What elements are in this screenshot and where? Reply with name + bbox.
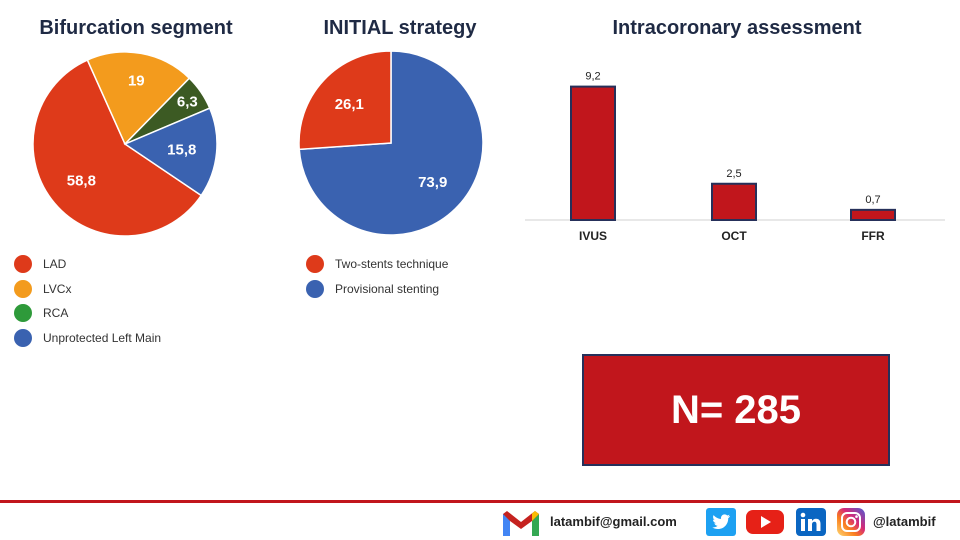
pie-data-label-lvcx: 19: [128, 73, 145, 90]
sample-size-box: N= 285: [582, 354, 890, 466]
bar-ffr: [850, 208, 896, 222]
bar-ivus: [570, 85, 616, 221]
legend-item-rca: RCA: [14, 301, 161, 326]
pie-data-label-lad: 58,8: [67, 173, 96, 190]
legend-item-two-stents-technique: Two-stents technique: [306, 252, 448, 277]
chart-title-bifurcation: Bifurcation segment: [39, 17, 233, 39]
pie-slice-unprotected-left-main: [123, 107, 218, 197]
footer-divider: [0, 500, 960, 503]
legend-label: Two-stents technique: [335, 257, 449, 272]
linkedin-icon[interactable]: [796, 508, 826, 536]
legend-item-provisional-stenting: Provisional stenting: [306, 277, 448, 302]
footer-email[interactable]: latambif@gmail.com: [550, 514, 677, 529]
intracoronary-bar-chart: 9,2 IVUS 2,5 OCT 0,7 FFR: [525, 71, 945, 243]
pie-data-label-two-stents-technique: 26,1: [335, 96, 364, 113]
legend-swatch: [306, 279, 324, 298]
legend-item-lvcx: LVCx: [14, 277, 161, 302]
bifurcation-legend: LAD LVCx RCA Unprotected Left Main: [14, 252, 161, 350]
legend-item-unprotected-left-main: Unprotected Left Main: [14, 326, 161, 351]
legend-label: RCA: [43, 306, 69, 321]
legend-item-lad: LAD: [14, 252, 161, 277]
bar-value-label-ivus: 9,2: [585, 71, 600, 83]
instagram-icon[interactable]: [836, 508, 866, 536]
chart-title-intracoronary: Intracoronary assessment: [612, 17, 862, 39]
legend-label: Unprotected Left Main: [43, 330, 162, 345]
pie-slice-lvcx: [86, 51, 191, 146]
strategy-pie-chart: 73,9 26,1: [298, 50, 484, 236]
youtube-icon[interactable]: [745, 508, 785, 536]
pie-data-label-provisional-stenting: 73,9: [418, 174, 447, 191]
bar-oct: [711, 182, 757, 221]
legend-swatch: [14, 255, 32, 274]
x-tick-label-ffr: FFR: [861, 229, 885, 243]
chart-title-strategy: INITIAL strategy: [323, 17, 477, 39]
pie-slice-lad: [32, 59, 203, 237]
twitter-icon[interactable]: [706, 508, 736, 536]
legend-swatch: [14, 328, 32, 347]
gmail-icon[interactable]: [501, 508, 541, 538]
legend-label: Provisional stenting: [335, 281, 440, 296]
pie-data-label-rca: 6,3: [177, 94, 198, 111]
pie-slice-two-stents-technique: [298, 50, 392, 151]
pie-data-label-unprotected-left-main: 15,8: [167, 141, 196, 158]
legend-label: LVCx: [43, 281, 72, 296]
legend-swatch: [306, 255, 324, 274]
legend-swatch: [14, 279, 32, 298]
x-tick-label-ivus: IVUS: [579, 229, 607, 243]
footer-handle[interactable]: @latambif: [873, 514, 936, 529]
legend-swatch: [14, 304, 32, 323]
x-tick-label-oct: OCT: [721, 229, 747, 243]
bar-value-label-ffr: 0,7: [865, 194, 880, 206]
bar-value-label-oct: 2,5: [726, 168, 741, 180]
strategy-legend: Two-stents technique Provisional stenting: [306, 252, 448, 301]
bifurcation-pie-chart: 58,8 19 6,3 15,8: [32, 51, 218, 237]
legend-label: LAD: [43, 257, 67, 272]
